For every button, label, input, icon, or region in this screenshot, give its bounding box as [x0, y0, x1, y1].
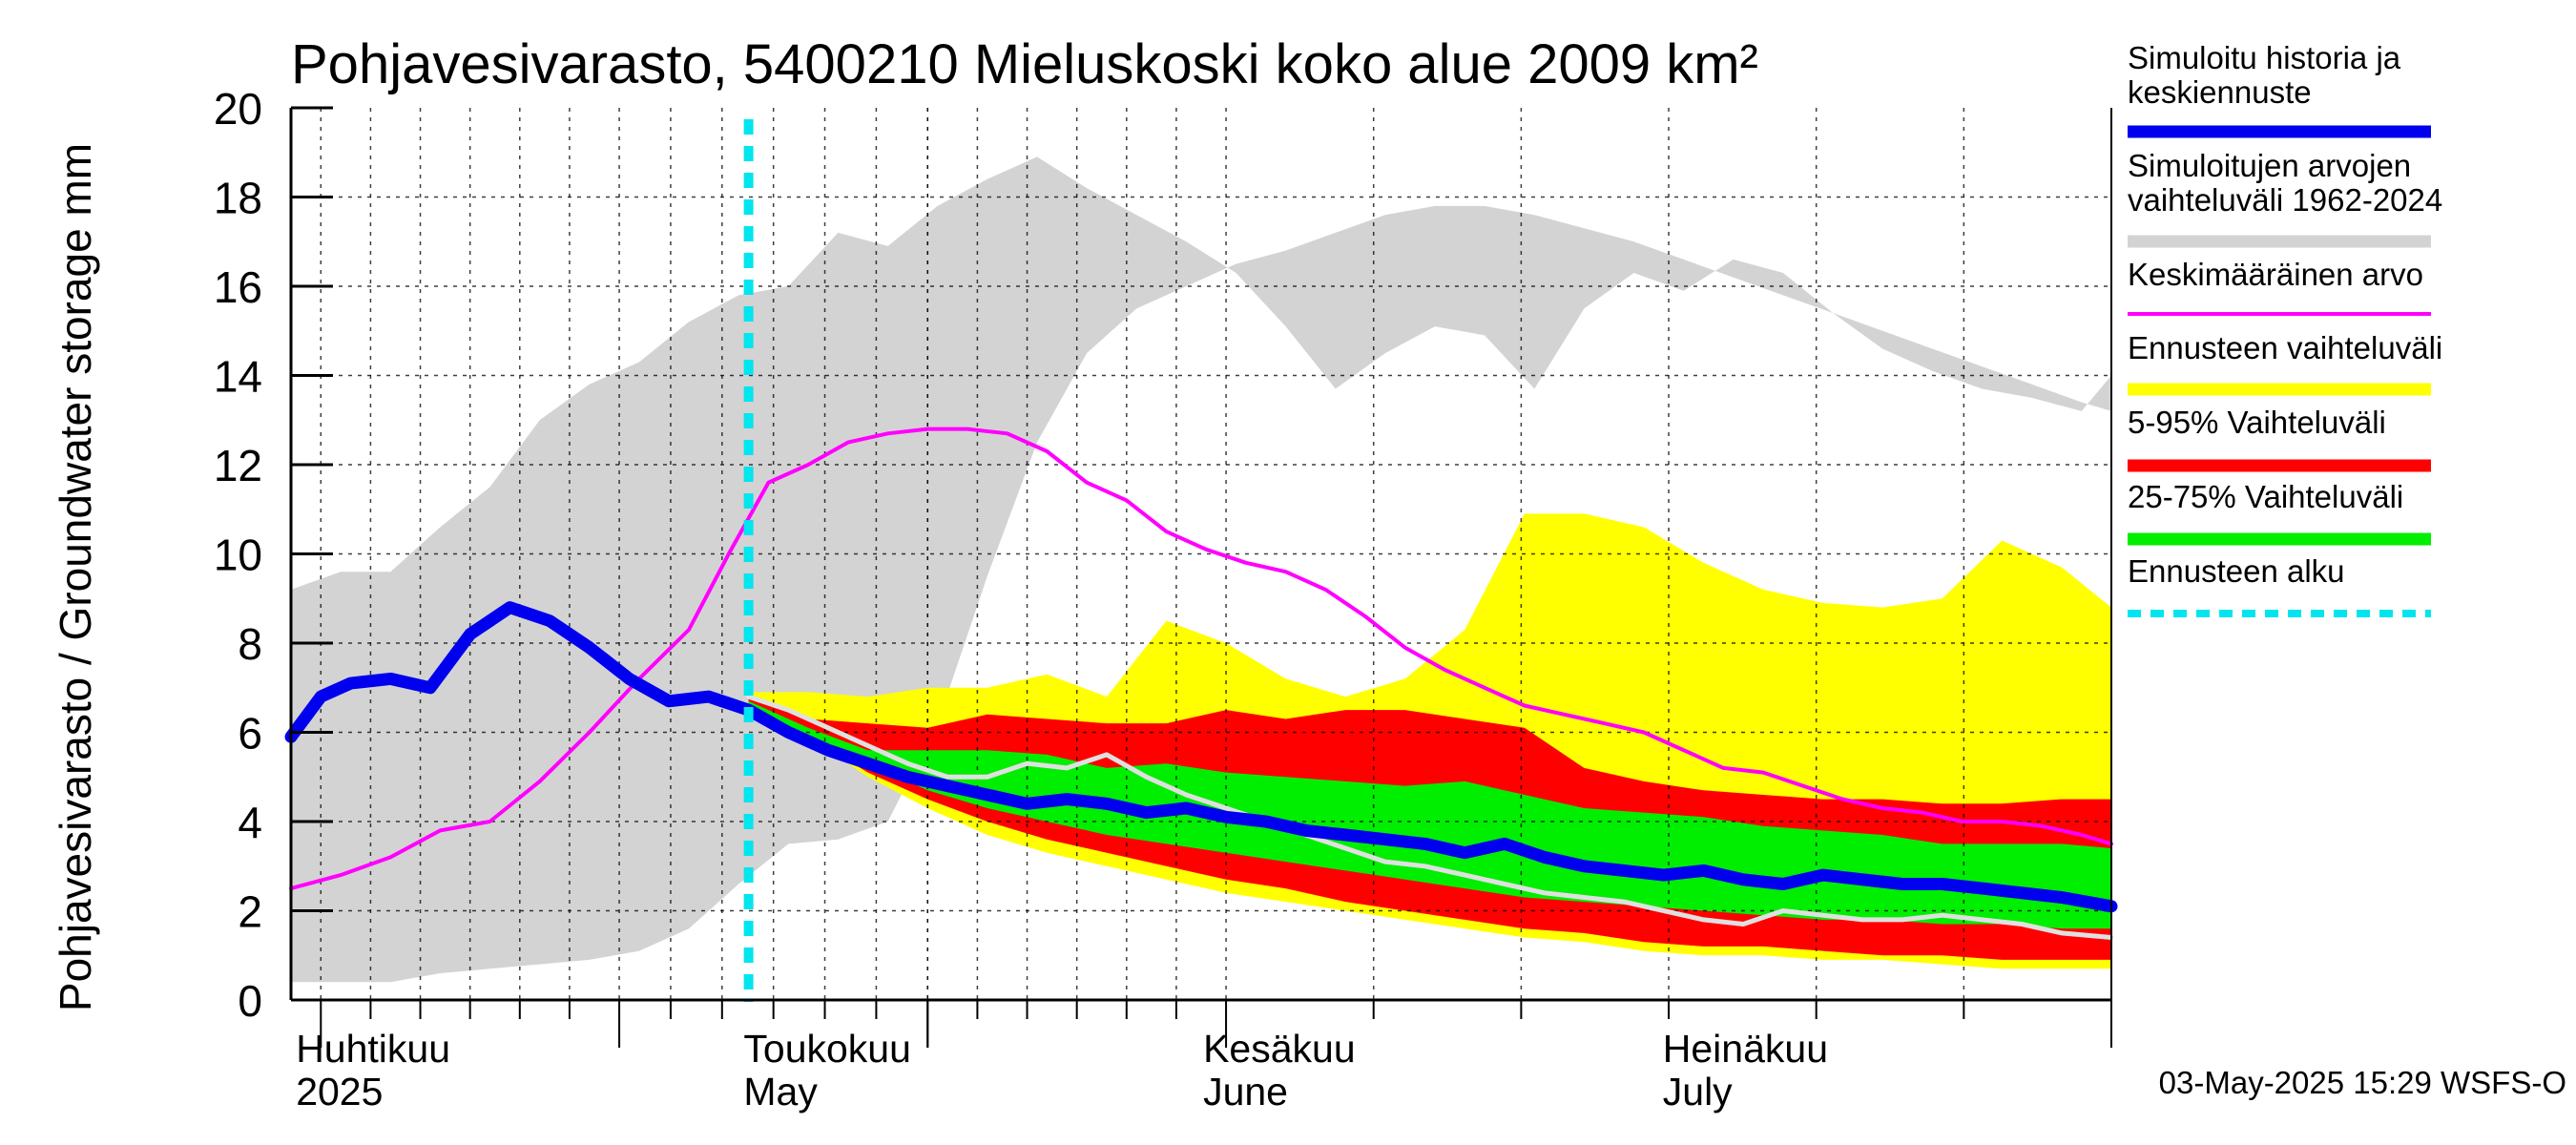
- legend-label: 25-75% Vaihteluväli: [2128, 479, 2403, 514]
- legend-label: Simuloitu historia ja: [2128, 40, 2401, 75]
- month-label: Kesäkuu: [1203, 1027, 1356, 1071]
- legend-label-line2: keskiennuste: [2128, 74, 2312, 110]
- legend-label-line2: vaihteluväli 1962-2024: [2128, 182, 2442, 218]
- month-label: Toukokuu: [743, 1027, 911, 1071]
- grid-layer: [291, 108, 2111, 1000]
- series-line-0: [289, 427, 2113, 891]
- month-sublabel: July: [1663, 1070, 1733, 1114]
- y-tick-layer: 0 2 4 6 8 10 12 14 16 18 20: [214, 84, 333, 1026]
- y-tick-label: 6: [238, 709, 262, 759]
- y-tick-label: 0: [238, 976, 262, 1026]
- band-3: [748, 700, 2111, 929]
- legend-label: Ennusteen vaihteluväli: [2128, 330, 2442, 365]
- timestamp-footer: 03-May-2025 15:29 WSFS-O: [2159, 1065, 2566, 1100]
- series-line-1: [746, 694, 2114, 940]
- y-tick-label: 8: [238, 619, 262, 669]
- month-sublabel: June: [1203, 1070, 1288, 1114]
- band-layer: [291, 156, 2111, 983]
- y-tick-label: 4: [238, 798, 262, 847]
- y-axis-label: Pohjavesivarasto / Groundwater storage m…: [51, 143, 100, 1011]
- y-tick-label: 16: [214, 262, 262, 312]
- series-line-2: [284, 601, 2118, 913]
- y-tick-label: 20: [214, 84, 262, 134]
- legend-label: Simuloitujen arvojen: [2128, 148, 2411, 183]
- month-label: Heinäkuu: [1663, 1027, 1828, 1071]
- month-sublabel: May: [743, 1070, 818, 1114]
- line-layer: [284, 427, 2118, 940]
- legend-label: Ennusteen alku: [2128, 553, 2345, 589]
- month-sublabel: 2025: [296, 1070, 383, 1114]
- y-tick-label: 18: [214, 174, 262, 223]
- y-tick-label: 14: [214, 352, 262, 402]
- chart-title: Pohjavesivarasto, 5400210 Mieluskoski ko…: [291, 33, 1758, 95]
- legend-label: Keskimääräinen arvo: [2128, 257, 2423, 292]
- month-label: Huhtikuu: [296, 1027, 450, 1071]
- legend-label: 5-95% Vaihteluväli: [2128, 405, 2386, 440]
- y-tick-label: 10: [214, 531, 262, 580]
- y-tick-label: 12: [214, 441, 262, 490]
- y-tick-label: 2: [238, 887, 262, 937]
